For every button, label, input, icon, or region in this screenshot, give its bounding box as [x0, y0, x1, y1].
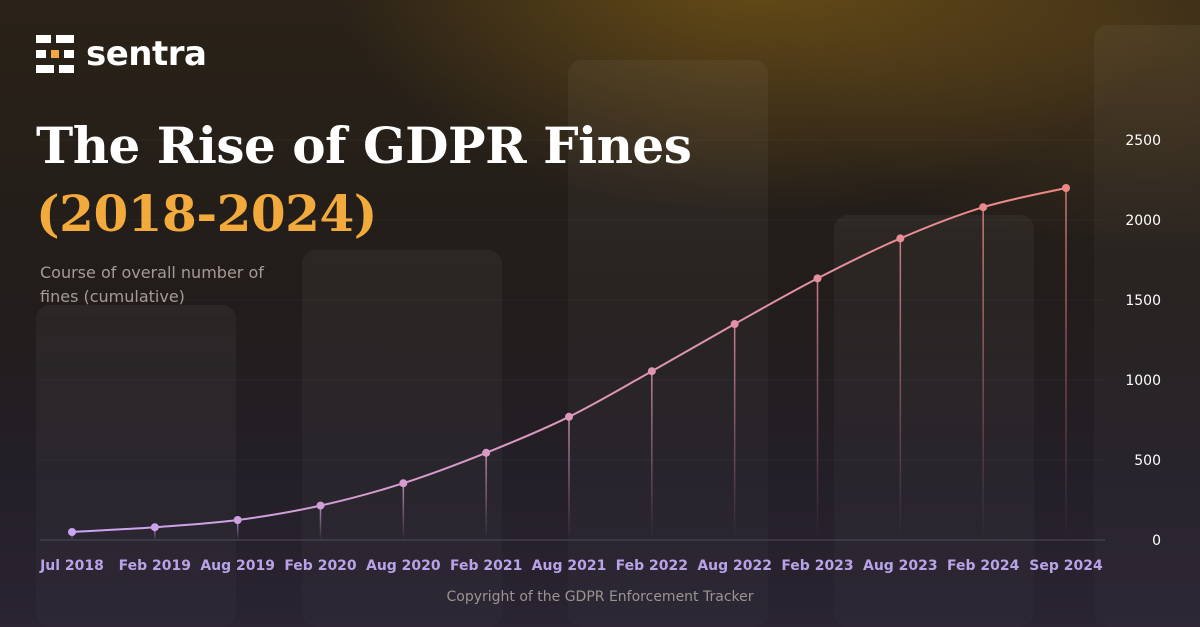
brand-name: sentra: [86, 34, 207, 74]
data-point: [565, 412, 573, 421]
x-tick-label: Aug 2022: [697, 558, 772, 574]
page-title: The Rise of GDPR Fines (2018-2024): [36, 112, 692, 248]
ghost-column: [834, 215, 1034, 627]
x-tick-label: Aug 2019: [200, 558, 275, 574]
x-tick-label: Feb 2019: [119, 558, 191, 574]
stem-line: [236, 520, 239, 540]
x-tick-label: Feb 2021: [450, 558, 522, 574]
data-point: [68, 528, 76, 536]
copyright-text: Copyright of the GDPR Enforcement Tracke…: [446, 589, 753, 605]
y-tick-label: 2000: [1125, 213, 1161, 229]
y-tick-label: 1000: [1125, 373, 1161, 389]
stem-line: [402, 483, 405, 540]
title-line-2: (2018-2024): [36, 184, 377, 243]
y-tick-label: 500: [1134, 453, 1161, 469]
x-tick-label: Aug 2020: [366, 558, 441, 574]
stem-line: [485, 452, 487, 540]
stem-line: [899, 238, 902, 540]
stem-line: [651, 371, 653, 540]
stem-line: [568, 416, 570, 540]
sentra-logo-icon: [36, 35, 74, 73]
stem-line: [816, 278, 819, 540]
data-point: [979, 203, 988, 212]
title-line-1: The Rise of GDPR Fines: [36, 116, 692, 175]
data-point: [233, 516, 242, 524]
stem-line: [733, 324, 736, 540]
x-tick-label: Feb 2024: [947, 558, 1020, 574]
data-point: [647, 367, 656, 376]
data-point: [813, 274, 822, 283]
stem-line: [154, 527, 156, 540]
y-tick-label: 2500: [1125, 133, 1161, 149]
y-tick-label: 1500: [1125, 293, 1161, 309]
data-point: [399, 479, 408, 488]
x-tick-label: Feb 2023: [781, 558, 853, 574]
data-point: [316, 501, 325, 510]
data-point: [150, 523, 159, 532]
brand-logo: sentra: [36, 34, 207, 74]
x-tick-label: Aug 2023: [863, 558, 938, 574]
ghost-column: [302, 250, 502, 627]
x-tick-label: Feb 2020: [284, 558, 357, 574]
x-tick-label: Feb 2022: [616, 558, 688, 574]
data-point: [1062, 184, 1070, 192]
y-tick-label: 0: [1152, 533, 1161, 549]
ghost-column: [1094, 25, 1200, 627]
data-point: [896, 234, 905, 243]
data-point: [482, 448, 491, 457]
stem-line: [1065, 188, 1067, 540]
x-tick-label: Aug 2021: [532, 558, 607, 574]
stem-line: [319, 505, 322, 540]
data-point: [730, 320, 739, 328]
x-tick-label: Jul 2018: [39, 558, 104, 574]
ghost-column: [36, 305, 236, 627]
chart-subtitle: Course of overall number of fines (cumul…: [40, 263, 264, 306]
stem-line: [982, 207, 984, 540]
x-tick-label: Sep 2024: [1029, 558, 1103, 574]
